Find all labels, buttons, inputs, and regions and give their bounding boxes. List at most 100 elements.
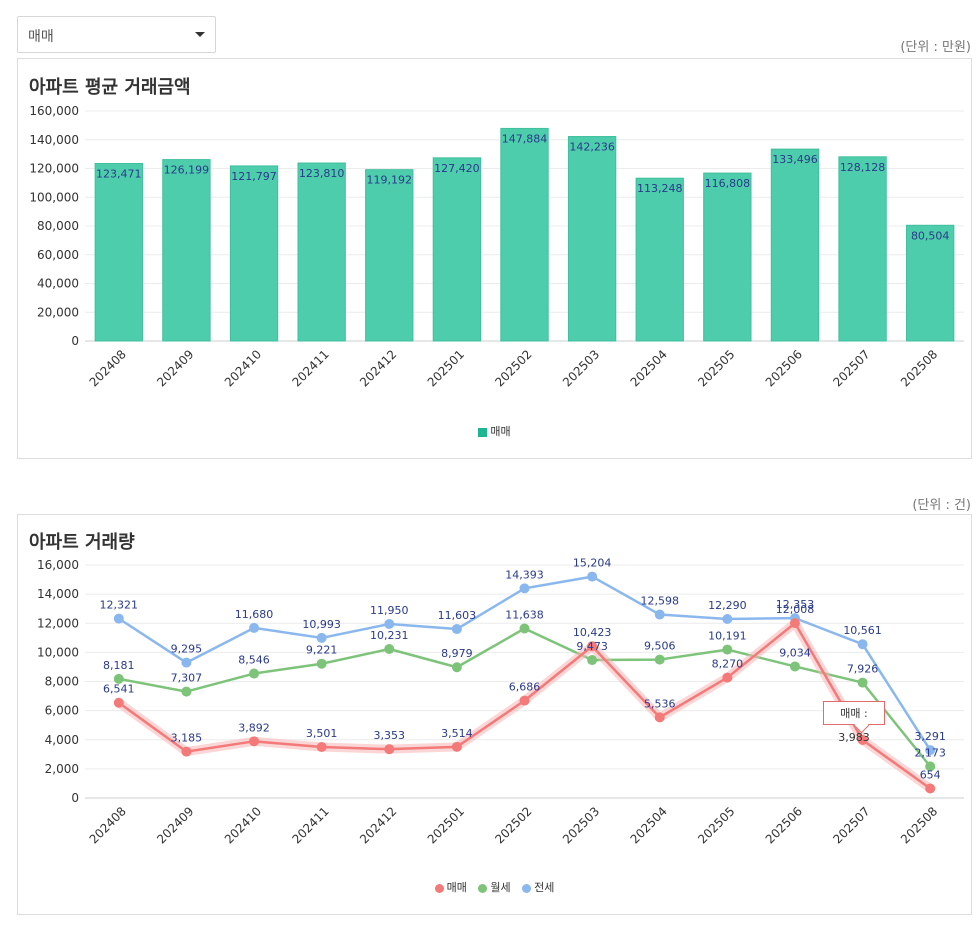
- price-x-tick-label: 202508: [898, 347, 940, 389]
- bar: [229, 165, 279, 342]
- data-point: [857, 639, 868, 650]
- bar-value-label: 113,248: [637, 182, 683, 195]
- price-unit-label: (단위 : 만원): [900, 40, 971, 55]
- bar: [500, 127, 549, 342]
- volume-x-tick-label: 202507: [830, 804, 872, 846]
- data-point: [249, 736, 260, 747]
- price-x-tick-label: 202412: [357, 347, 399, 389]
- legend-item-wolse[interactable]: 월세: [478, 879, 511, 895]
- data-point: [654, 712, 665, 723]
- legend-label-maemae: 매매: [446, 881, 467, 894]
- bar-value-label: 123,810: [299, 167, 345, 180]
- bar: [365, 169, 414, 342]
- data-value-label: 3,291: [914, 730, 946, 743]
- bar: [94, 163, 143, 342]
- data-value-label: 10,993: [302, 618, 341, 631]
- bar: [838, 156, 887, 342]
- data-value-label: 3,185: [171, 732, 203, 745]
- volume-x-tick-label: 202506: [763, 804, 805, 846]
- data-point: [722, 672, 733, 683]
- price-x-tick-label: 202411: [289, 347, 331, 389]
- data-value-label: 8,181: [103, 659, 135, 672]
- volume-x-tick-label: 202501: [425, 804, 467, 846]
- volume-y-tick-label: 12,000: [37, 616, 79, 630]
- data-value-label: 9,506: [644, 640, 676, 653]
- data-value-label: 6,686: [509, 681, 541, 694]
- volume-x-tick-label: 202503: [560, 804, 602, 846]
- data-point: [316, 658, 327, 669]
- avg-price-title: 아파트 평균 거래금액: [29, 77, 191, 98]
- data-point: [654, 654, 665, 665]
- data-point: [587, 571, 598, 582]
- data-point: [384, 644, 395, 655]
- price-y-tick-label: 120,000: [29, 162, 79, 176]
- data-value-label: 11,950: [370, 604, 409, 617]
- data-point: [181, 686, 192, 697]
- data-value-label: 11,603: [438, 609, 477, 622]
- deal-type-select[interactable]: 매매: [17, 16, 216, 53]
- volume-x-tick-label: 202505: [695, 804, 737, 846]
- data-value-label: 12,321: [100, 599, 139, 612]
- price-x-tick-label: 202409: [154, 347, 196, 389]
- volume-y-tick-label: 6,000: [45, 704, 79, 718]
- price-x-tick-label: 202408: [87, 347, 129, 389]
- data-value-label: 8,546: [238, 654, 270, 667]
- price-y-tick-label: 80,000: [37, 219, 79, 233]
- bar-value-label: 133,496: [772, 153, 818, 166]
- legend-item-maemae[interactable]: 매매: [434, 879, 467, 895]
- avg-price-legend: 매매: [18, 423, 971, 439]
- bar: [635, 177, 684, 342]
- deal-type-select-value: 매매: [28, 29, 54, 45]
- volume-y-tick-label: 8,000: [45, 675, 79, 689]
- volume-y-tick-label: 10,000: [37, 645, 79, 659]
- data-point: [789, 618, 800, 629]
- price-y-tick-label: 60,000: [37, 248, 79, 262]
- data-value-label: 9,221: [306, 644, 338, 657]
- data-value-label: 10,561: [843, 624, 882, 637]
- data-point: [113, 697, 124, 708]
- volume-chart: 0 2,000 4,000 6,000 8,000 10,000 12,000 14,000 1…: [37, 557, 964, 847]
- chart-tooltip: 매매 : 3,983: [823, 701, 885, 744]
- data-point: [113, 613, 124, 624]
- volume-x-tick-label: 202410: [222, 804, 264, 846]
- bar: [567, 136, 617, 342]
- data-value-label: 9,295: [171, 643, 203, 656]
- bar-value-label: 119,192: [367, 174, 413, 187]
- data-point: [249, 668, 260, 679]
- price-x-tick-label: 202410: [222, 347, 264, 389]
- price-x-tick-label: 202503: [560, 347, 602, 389]
- data-value-label: 12,598: [640, 595, 679, 608]
- volume-panel: 아파트 거래량 0 2,000 4,000 6,000 8,000 10,000 12,00…: [17, 514, 972, 915]
- data-value-label: 8,979: [441, 647, 473, 660]
- data-point: [316, 632, 327, 643]
- data-point: [722, 614, 733, 625]
- bar-value-label: 128,128: [840, 161, 886, 174]
- avg-price-panel: 아파트 평균 거래금액 0 20,000 40,000 60,000 80,000 100…: [17, 58, 972, 459]
- data-point: [181, 657, 192, 668]
- data-point: [384, 618, 395, 629]
- data-value-label: 6,541: [103, 683, 135, 696]
- volume-legend: 매매 월세 전세: [18, 879, 971, 895]
- data-value-label: 15,204: [573, 557, 612, 570]
- volume-y-tick-label: 14,000: [37, 587, 79, 601]
- volume-x-tick-label: 202408: [87, 804, 129, 846]
- chevron-down-icon: [195, 32, 205, 37]
- bar: [162, 159, 211, 342]
- data-value-label: 3,514: [441, 727, 473, 740]
- legend-dot-maemae: [434, 883, 444, 893]
- data-point: [925, 761, 936, 772]
- data-value-label: 12,290: [708, 599, 747, 612]
- volume-y-tick-label: 16,000: [37, 558, 79, 572]
- legend-label-jeonse: 전세: [534, 881, 555, 894]
- data-point: [451, 662, 462, 673]
- price-y-tick-label: 0: [71, 334, 79, 348]
- legend-item-jeonse[interactable]: 전세: [522, 879, 554, 895]
- bar: [432, 157, 482, 342]
- data-value-label: 14,393: [505, 568, 544, 581]
- bar: [906, 224, 955, 342]
- data-point: [925, 745, 936, 756]
- legend-dot-jeonse: [522, 883, 532, 893]
- data-point: [384, 744, 395, 755]
- data-point: [519, 695, 530, 706]
- legend-item-maemae[interactable]: 매매: [478, 423, 511, 439]
